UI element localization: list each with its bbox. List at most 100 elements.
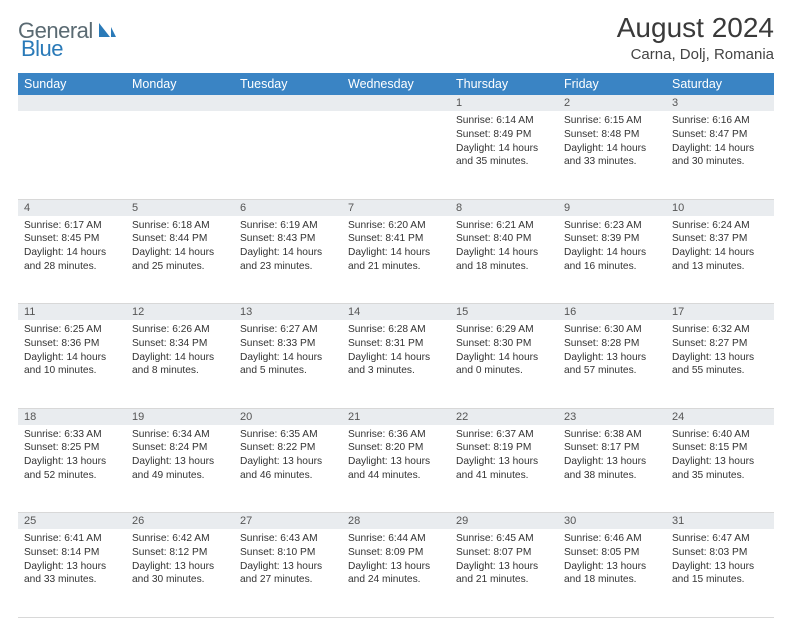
day-cell: Sunrise: 6:40 AMSunset: 8:15 PMDaylight:… [666, 425, 774, 513]
week-row: Sunrise: 6:33 AMSunset: 8:25 PMDaylight:… [18, 425, 774, 513]
day-cell: Sunrise: 6:47 AMSunset: 8:03 PMDaylight:… [666, 529, 774, 617]
day-cell: Sunrise: 6:25 AMSunset: 8:36 PMDaylight:… [18, 320, 126, 408]
day-number-cell: 1 [450, 95, 558, 111]
day-cell: Sunrise: 6:19 AMSunset: 8:43 PMDaylight:… [234, 216, 342, 304]
day-number-cell: 6 [234, 199, 342, 216]
week-row: Sunrise: 6:14 AMSunset: 8:49 PMDaylight:… [18, 111, 774, 199]
day-details: Sunrise: 6:21 AMSunset: 8:40 PMDaylight:… [450, 216, 558, 278]
day-details: Sunrise: 6:40 AMSunset: 8:15 PMDaylight:… [666, 425, 774, 487]
day-number-cell: 20 [234, 408, 342, 425]
day-number-cell: 3 [666, 95, 774, 111]
weekday-header: Friday [558, 73, 666, 95]
weekday-header: Tuesday [234, 73, 342, 95]
day-details: Sunrise: 6:35 AMSunset: 8:22 PMDaylight:… [234, 425, 342, 487]
brand-part2-wrap: Blue [20, 36, 63, 62]
day-details: Sunrise: 6:47 AMSunset: 8:03 PMDaylight:… [666, 529, 774, 591]
day-number-cell: 4 [18, 199, 126, 216]
day-number-cell: 30 [558, 513, 666, 530]
daynum-row: 25262728293031 [18, 513, 774, 530]
day-number-cell: 23 [558, 408, 666, 425]
day-cell: Sunrise: 6:20 AMSunset: 8:41 PMDaylight:… [342, 216, 450, 304]
day-details: Sunrise: 6:23 AMSunset: 8:39 PMDaylight:… [558, 216, 666, 278]
day-cell: Sunrise: 6:18 AMSunset: 8:44 PMDaylight:… [126, 216, 234, 304]
day-number-cell: 24 [666, 408, 774, 425]
day-details: Sunrise: 6:44 AMSunset: 8:09 PMDaylight:… [342, 529, 450, 591]
day-details: Sunrise: 6:30 AMSunset: 8:28 PMDaylight:… [558, 320, 666, 382]
day-cell: Sunrise: 6:27 AMSunset: 8:33 PMDaylight:… [234, 320, 342, 408]
day-details: Sunrise: 6:18 AMSunset: 8:44 PMDaylight:… [126, 216, 234, 278]
day-cell: Sunrise: 6:41 AMSunset: 8:14 PMDaylight:… [18, 529, 126, 617]
daynum-row: 18192021222324 [18, 408, 774, 425]
day-cell: Sunrise: 6:38 AMSunset: 8:17 PMDaylight:… [558, 425, 666, 513]
day-details: Sunrise: 6:43 AMSunset: 8:10 PMDaylight:… [234, 529, 342, 591]
day-number-cell [234, 95, 342, 111]
day-cell: Sunrise: 6:17 AMSunset: 8:45 PMDaylight:… [18, 216, 126, 304]
day-number-cell: 5 [126, 199, 234, 216]
day-number-cell: 7 [342, 199, 450, 216]
daynum-row: 123 [18, 95, 774, 111]
day-details: Sunrise: 6:17 AMSunset: 8:45 PMDaylight:… [18, 216, 126, 278]
day-cell [234, 111, 342, 199]
day-details: Sunrise: 6:34 AMSunset: 8:24 PMDaylight:… [126, 425, 234, 487]
day-details: Sunrise: 6:19 AMSunset: 8:43 PMDaylight:… [234, 216, 342, 278]
day-cell: Sunrise: 6:36 AMSunset: 8:20 PMDaylight:… [342, 425, 450, 513]
day-cell: Sunrise: 6:35 AMSunset: 8:22 PMDaylight:… [234, 425, 342, 513]
day-cell [342, 111, 450, 199]
month-title: August 2024 [617, 12, 774, 44]
week-row: Sunrise: 6:17 AMSunset: 8:45 PMDaylight:… [18, 216, 774, 304]
daynum-row: 45678910 [18, 199, 774, 216]
day-number-cell [342, 95, 450, 111]
day-number-cell: 18 [18, 408, 126, 425]
day-number-cell [18, 95, 126, 111]
weekday-header: Monday [126, 73, 234, 95]
day-details: Sunrise: 6:32 AMSunset: 8:27 PMDaylight:… [666, 320, 774, 382]
day-cell [126, 111, 234, 199]
weekday-header-row: Sunday Monday Tuesday Wednesday Thursday… [18, 73, 774, 95]
day-number-cell: 2 [558, 95, 666, 111]
weekday-header: Thursday [450, 73, 558, 95]
day-number-cell: 17 [666, 304, 774, 321]
location-text: Carna, Dolj, Romania [617, 46, 774, 63]
week-row: Sunrise: 6:41 AMSunset: 8:14 PMDaylight:… [18, 529, 774, 617]
day-cell: Sunrise: 6:28 AMSunset: 8:31 PMDaylight:… [342, 320, 450, 408]
day-number-cell: 31 [666, 513, 774, 530]
day-details: Sunrise: 6:14 AMSunset: 8:49 PMDaylight:… [450, 111, 558, 173]
day-number-cell: 11 [18, 304, 126, 321]
brand-part2: Blue [21, 36, 63, 61]
header: General August 2024 Carna, Dolj, Romania [18, 12, 774, 63]
day-number-cell: 21 [342, 408, 450, 425]
day-cell: Sunrise: 6:33 AMSunset: 8:25 PMDaylight:… [18, 425, 126, 513]
day-cell: Sunrise: 6:24 AMSunset: 8:37 PMDaylight:… [666, 216, 774, 304]
day-details: Sunrise: 6:29 AMSunset: 8:30 PMDaylight:… [450, 320, 558, 382]
day-details: Sunrise: 6:25 AMSunset: 8:36 PMDaylight:… [18, 320, 126, 382]
day-details: Sunrise: 6:15 AMSunset: 8:48 PMDaylight:… [558, 111, 666, 173]
day-cell: Sunrise: 6:42 AMSunset: 8:12 PMDaylight:… [126, 529, 234, 617]
day-number-cell: 10 [666, 199, 774, 216]
day-number-cell: 27 [234, 513, 342, 530]
day-cell: Sunrise: 6:30 AMSunset: 8:28 PMDaylight:… [558, 320, 666, 408]
day-cell: Sunrise: 6:34 AMSunset: 8:24 PMDaylight:… [126, 425, 234, 513]
day-details: Sunrise: 6:33 AMSunset: 8:25 PMDaylight:… [18, 425, 126, 487]
day-cell: Sunrise: 6:29 AMSunset: 8:30 PMDaylight:… [450, 320, 558, 408]
day-cell: Sunrise: 6:43 AMSunset: 8:10 PMDaylight:… [234, 529, 342, 617]
calendar-table: Sunday Monday Tuesday Wednesday Thursday… [18, 73, 774, 618]
week-row: Sunrise: 6:25 AMSunset: 8:36 PMDaylight:… [18, 320, 774, 408]
day-details: Sunrise: 6:37 AMSunset: 8:19 PMDaylight:… [450, 425, 558, 487]
day-cell: Sunrise: 6:15 AMSunset: 8:48 PMDaylight:… [558, 111, 666, 199]
day-details: Sunrise: 6:38 AMSunset: 8:17 PMDaylight:… [558, 425, 666, 487]
day-cell: Sunrise: 6:26 AMSunset: 8:34 PMDaylight:… [126, 320, 234, 408]
weekday-header: Wednesday [342, 73, 450, 95]
title-block: August 2024 Carna, Dolj, Romania [617, 12, 774, 63]
day-details: Sunrise: 6:41 AMSunset: 8:14 PMDaylight:… [18, 529, 126, 591]
day-number-cell: 26 [126, 513, 234, 530]
day-cell: Sunrise: 6:23 AMSunset: 8:39 PMDaylight:… [558, 216, 666, 304]
day-details: Sunrise: 6:28 AMSunset: 8:31 PMDaylight:… [342, 320, 450, 382]
day-cell: Sunrise: 6:37 AMSunset: 8:19 PMDaylight:… [450, 425, 558, 513]
day-cell: Sunrise: 6:45 AMSunset: 8:07 PMDaylight:… [450, 529, 558, 617]
day-number-cell: 12 [126, 304, 234, 321]
day-number-cell: 16 [558, 304, 666, 321]
day-cell: Sunrise: 6:21 AMSunset: 8:40 PMDaylight:… [450, 216, 558, 304]
day-cell: Sunrise: 6:16 AMSunset: 8:47 PMDaylight:… [666, 111, 774, 199]
day-cell: Sunrise: 6:46 AMSunset: 8:05 PMDaylight:… [558, 529, 666, 617]
daynum-row: 11121314151617 [18, 304, 774, 321]
